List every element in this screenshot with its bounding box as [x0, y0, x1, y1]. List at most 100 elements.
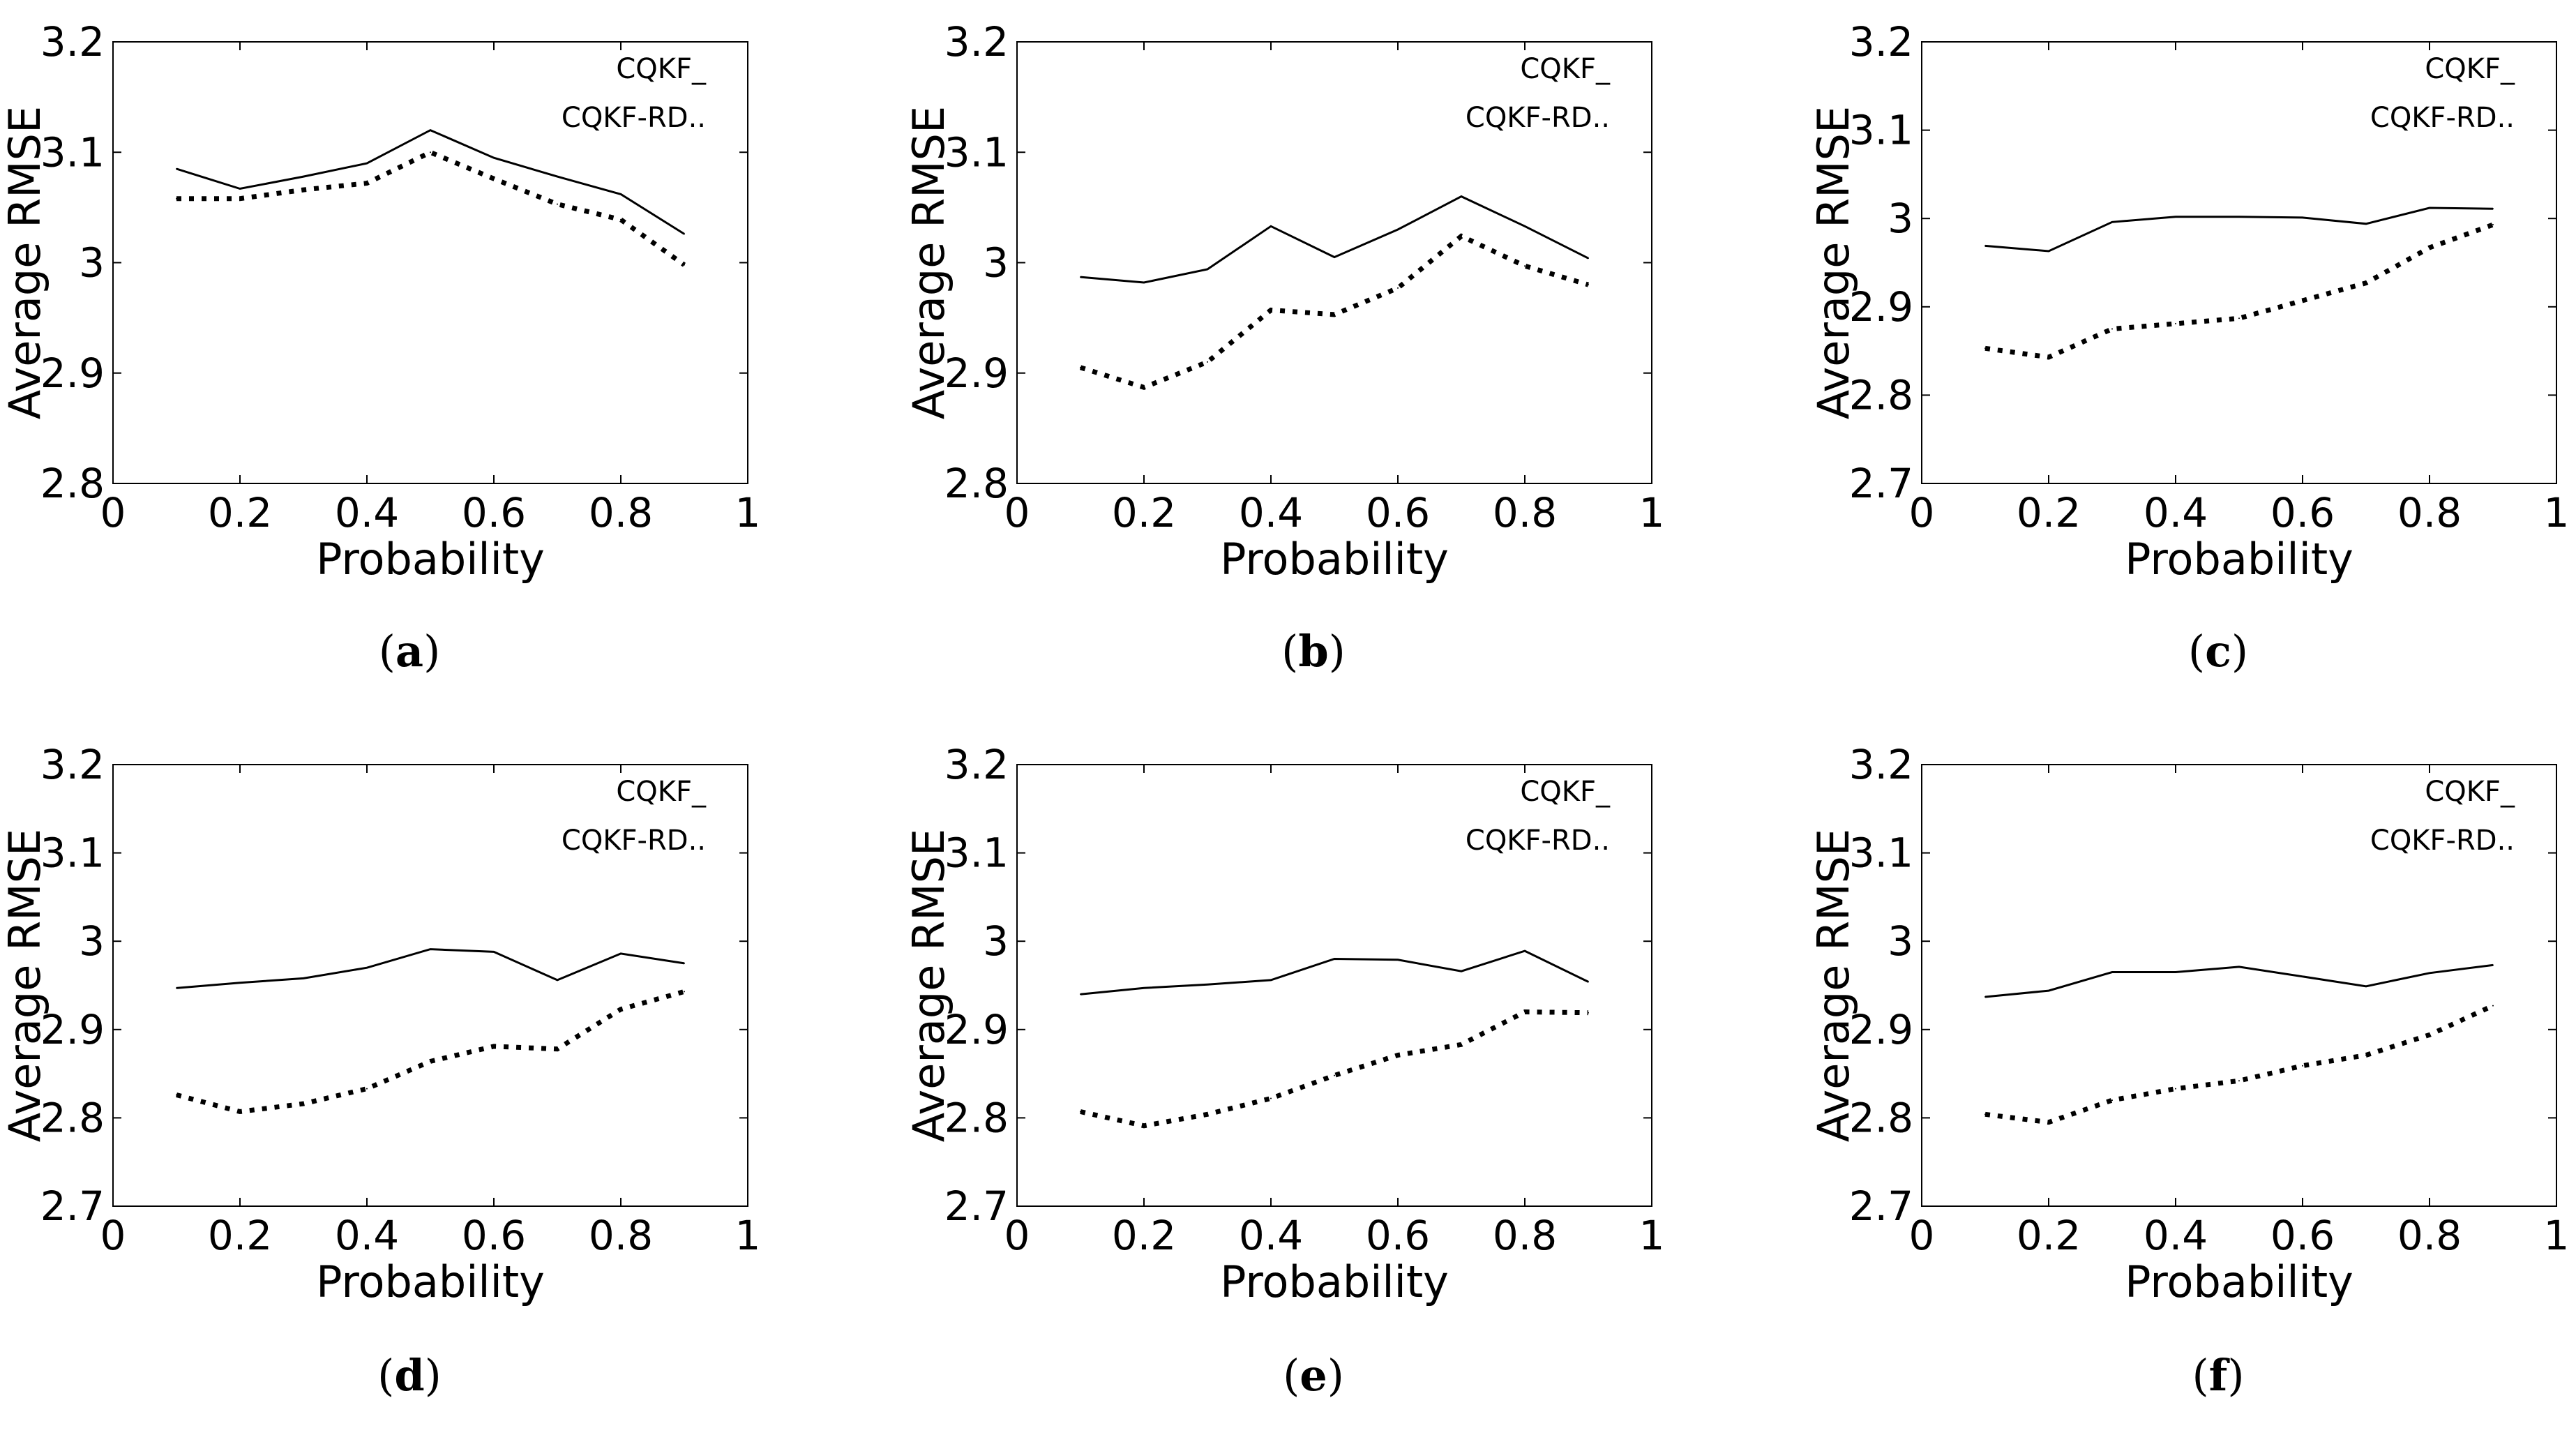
data-point-cqkf: [303, 977, 304, 979]
legend-label-cqkf: CQKF_: [616, 53, 707, 85]
legend-label-cqkf-rd: CQKF-RD..: [2370, 102, 2515, 134]
data-point-cqkf-rd: [2111, 1099, 2113, 1102]
data-point-cqkf: [1524, 950, 1526, 952]
series-line-cqkf-rd: [1984, 222, 2494, 360]
legend-label-cqkf-rd: CQKF-RD..: [562, 102, 706, 134]
x-axis-title: Probability: [1220, 534, 1449, 585]
data-point-cqkf-rd: [2492, 224, 2494, 226]
x-tick-label: 0.2: [1112, 489, 1176, 536]
y-tick-label: 3.2: [944, 18, 1009, 66]
x-tick-label: 0.4: [2144, 1212, 2208, 1259]
data-point-cqkf: [2111, 221, 2113, 223]
data-point-cqkf-rd: [493, 178, 495, 180]
y-tick-label: 2.9: [1849, 283, 1913, 331]
data-point-cqkf-rd: [2429, 1034, 2430, 1036]
data-point-cqkf-rd: [1461, 235, 1462, 237]
data-point-cqkf-rd: [430, 151, 431, 153]
data-point-cqkf: [2302, 975, 2303, 977]
y-axis-title: Average RMSE: [903, 106, 954, 419]
data-point-cqkf-rd: [1397, 287, 1399, 289]
data-point-cqkf: [2238, 216, 2240, 218]
data-point-cqkf-rd: [2429, 246, 2430, 248]
data-point-cqkf-rd: [557, 203, 558, 205]
data-point-cqkf: [684, 233, 685, 235]
x-tick-label: 0: [1909, 1212, 1935, 1259]
x-axis-title: Probability: [316, 1256, 545, 1307]
x-tick-label: 0.8: [2397, 489, 2462, 536]
data-point-cqkf: [1270, 225, 1272, 227]
x-tick-label: 0.8: [1493, 1212, 1557, 1259]
x-tick-label: 0.6: [462, 1212, 526, 1259]
data-point-cqkf: [1334, 958, 1335, 960]
data-point-cqkf: [2365, 985, 2367, 987]
y-tick-label: 2.8: [40, 1094, 105, 1141]
legend-label-cqkf-rd: CQKF-RD..: [562, 825, 706, 857]
series-line-cqkf: [1984, 963, 2494, 998]
x-tick-label: 1: [735, 489, 761, 536]
data-point-cqkf: [2365, 223, 2367, 225]
y-tick-label: 3.2: [944, 741, 1009, 788]
data-point-cqkf: [1143, 987, 1145, 989]
x-tick-label: 0.6: [462, 489, 526, 536]
data-point-cqkf-rd: [493, 1045, 495, 1047]
series-line-cqkf-rd: [1079, 233, 1589, 391]
x-tick-label: 0: [1909, 489, 1935, 536]
series-line-cqkf-rd: [176, 149, 686, 267]
y-tick-label: 3.1: [1849, 829, 1913, 877]
data-point-cqkf: [430, 129, 431, 131]
data-point-cqkf-rd: [1984, 347, 1986, 350]
data-point-cqkf-rd: [2302, 1065, 2303, 1067]
y-tick-label: 3: [983, 239, 1009, 287]
x-tick-label: 1: [2544, 1212, 2570, 1259]
x-tick-label: 1: [2544, 489, 2570, 536]
series-line-cqkf: [176, 128, 685, 235]
data-point-cqkf-rd: [176, 197, 177, 200]
y-axis-title: Average RMSE: [1808, 829, 1859, 1142]
x-tick-label: 1: [735, 1212, 761, 1259]
data-point-cqkf: [557, 176, 558, 178]
y-tick-label: 3.2: [1849, 18, 1913, 66]
data-point-cqkf-rd: [239, 1111, 241, 1113]
data-point-cqkf-rd: [2302, 299, 2303, 301]
data-point-cqkf-rd: [2238, 1080, 2240, 1082]
series-line-cqkf: [1080, 949, 1589, 996]
data-point-cqkf: [176, 987, 177, 989]
data-point-cqkf: [1461, 970, 1462, 972]
y-tick-label: 3.1: [944, 128, 1009, 176]
y-tick-label: 3.2: [40, 741, 105, 788]
data-point-cqkf-rd: [1207, 1113, 1208, 1115]
data-point-cqkf: [1588, 257, 1589, 260]
data-point-cqkf-rd: [430, 1060, 431, 1062]
y-tick-label: 2.7: [40, 1182, 105, 1230]
panel-caption: (c): [2188, 626, 2248, 677]
panel-caption: (b): [1281, 626, 1346, 677]
x-tick-label: 0: [100, 1212, 126, 1259]
x-tick-label: 0.2: [2017, 1212, 2081, 1259]
data-point-cqkf: [176, 167, 177, 170]
data-point-cqkf-rd: [1080, 1111, 1081, 1113]
data-point-cqkf: [239, 188, 241, 190]
data-point-cqkf: [493, 951, 495, 953]
data-point-cqkf-rd: [1143, 1125, 1145, 1127]
data-point-cqkf: [1080, 993, 1081, 996]
data-point-cqkf-rd: [2365, 282, 2367, 284]
y-tick-label: 2.8: [1849, 371, 1913, 419]
chart-panel-a: 0 0.2 0.4 0.6 0.8 1 2.8 2.9 3 3.1 3.2 Probability Av…: [0, 18, 760, 677]
data-point-cqkf-rd: [684, 991, 685, 993]
y-axis-title: Average RMSE: [0, 829, 50, 1142]
x-tick-label: 0.8: [589, 489, 653, 536]
panel-caption-letter: f: [2209, 1350, 2230, 1401]
legend-label-cqkf: CQKF_: [2425, 776, 2515, 808]
data-point-cqkf-rd: [620, 218, 622, 220]
x-tick-label: 0.4: [2144, 489, 2208, 536]
data-point-cqkf-rd: [1270, 1097, 1272, 1099]
data-point-cqkf-rd: [1588, 284, 1589, 286]
y-tick-label: 3: [79, 917, 105, 965]
data-point-cqkf-rd: [1397, 1054, 1399, 1056]
chart-panel-b: 0 0.2 0.4 0.6 0.8 1 2.8 2.9 3 3.1 3.2 Probability Av…: [903, 18, 1664, 677]
data-point-cqkf: [2111, 971, 2113, 973]
y-tick-label: 3.1: [1849, 107, 1913, 154]
data-point-cqkf-rd: [366, 182, 368, 184]
data-point-cqkf: [2175, 216, 2176, 218]
legend-label-cqkf: CQKF_: [1520, 53, 1611, 85]
